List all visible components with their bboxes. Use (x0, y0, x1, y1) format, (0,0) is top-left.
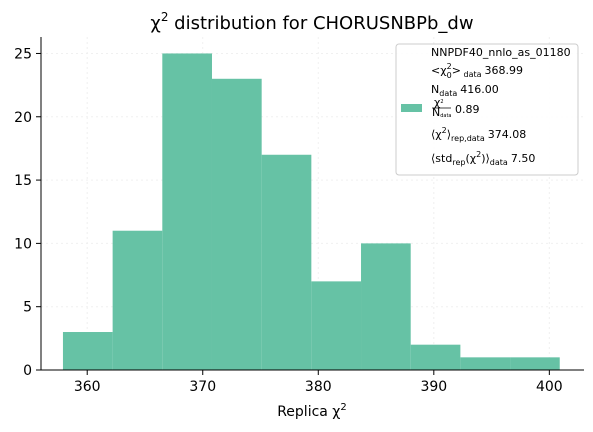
legend: NNPDF40_nnlo_as_01180 <χ2 0> data 368.99 N… (395, 43, 579, 176)
chart-title: χ2 distribution for CHORUSNBPb_dw (150, 10, 473, 34)
x-tick-label-4: 400 (536, 379, 563, 395)
histogram-bar-7 (410, 344, 461, 370)
legend-frame (395, 43, 579, 176)
histogram-bar-4 (261, 154, 312, 370)
histogram-bar-8 (460, 357, 511, 370)
histogram-bar-5 (311, 281, 362, 370)
x-tick-labels: 360 370 380 390 400 (74, 379, 563, 395)
x-axis-label: Replica χ2 (277, 402, 347, 420)
y-tick-label-3: 15 (14, 173, 32, 189)
y-tick-label-0: 0 (23, 363, 32, 379)
legend-chi2-central: <χ2 0> data 368.99 (431, 62, 523, 80)
legend-std-rep: ⟨stdrep(χ2)⟩data 7.50 (431, 150, 535, 167)
histogram-bar-2 (162, 53, 212, 370)
x-tick-label-1: 370 (189, 379, 216, 395)
legend-series-name: NNPDF40_nnlo_as_01180 (431, 46, 571, 59)
histogram-bar-9 (510, 357, 560, 370)
legend-chi2-over-ndata-value: 0.89 (455, 103, 480, 116)
x-tick-label-2: 380 (305, 379, 332, 395)
histogram-bar-1 (112, 230, 163, 370)
chart-title-rest: distribution for CHORUSNBPb_dw (168, 13, 473, 34)
histogram-bar-6 (361, 243, 411, 370)
y-tick-label-2: 10 (14, 236, 32, 252)
histogram-bar-0 (62, 332, 113, 370)
y-tick-labels: 0 5 10 15 20 25 (14, 46, 32, 379)
histogram-bar-3 (211, 78, 262, 371)
y-tick-label-1: 5 (23, 300, 32, 316)
y-tick-label-5: 25 (14, 46, 32, 62)
legend-swatch (401, 104, 422, 112)
x-tick-label-0: 360 (74, 379, 101, 395)
x-tick-label-3: 390 (420, 379, 447, 395)
axes (36, 37, 584, 375)
svg-text:χ2: χ2 (434, 96, 444, 109)
y-tick-label-4: 20 (14, 110, 32, 126)
legend-ndata: Ndata 416.00 (431, 83, 499, 98)
legend-chi2-rep: ⟨χ2⟩rep,data 374.08 (431, 126, 526, 143)
histogram-bars (62, 53, 560, 371)
x-axis-label-sup: 2 (340, 402, 346, 413)
chart-title-sup: 2 (161, 10, 169, 24)
